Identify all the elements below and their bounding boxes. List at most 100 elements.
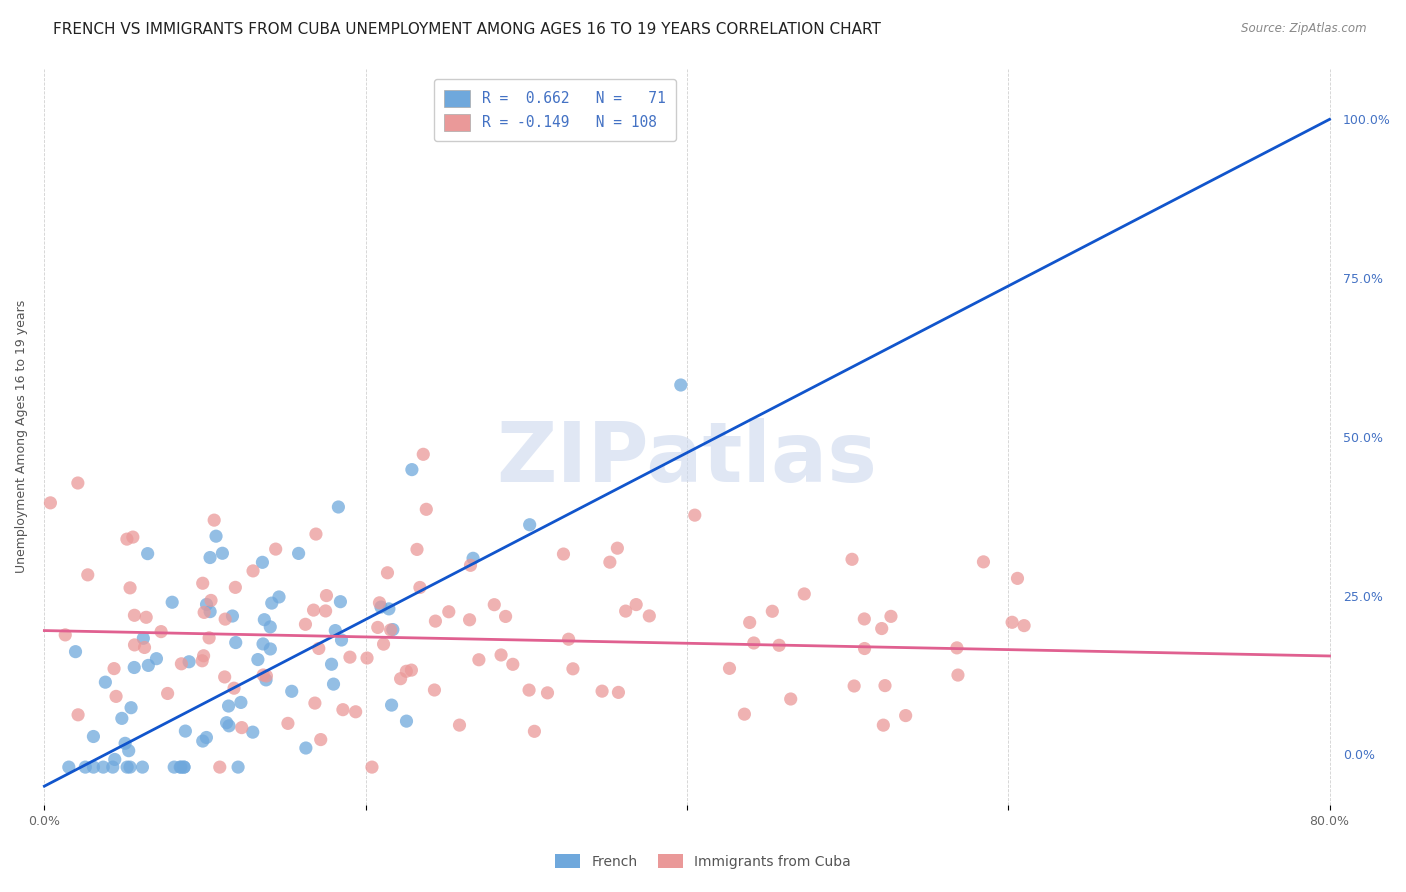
Point bbox=[853, 641, 876, 656]
Point bbox=[322, 677, 344, 691]
Point bbox=[738, 615, 761, 630]
Point bbox=[1001, 615, 1024, 630]
Point bbox=[946, 640, 969, 655]
Point bbox=[118, 744, 141, 758]
Point bbox=[104, 752, 127, 766]
Point bbox=[121, 530, 143, 544]
Point bbox=[768, 638, 790, 652]
Point bbox=[131, 760, 153, 774]
Point bbox=[198, 605, 221, 619]
Point bbox=[156, 686, 179, 700]
Point bbox=[380, 623, 402, 637]
Point bbox=[218, 699, 240, 714]
Point bbox=[191, 576, 214, 591]
Point bbox=[437, 605, 460, 619]
Point bbox=[380, 698, 402, 712]
Point bbox=[214, 612, 236, 626]
Point bbox=[115, 760, 138, 774]
Point bbox=[124, 638, 146, 652]
Point bbox=[458, 613, 481, 627]
Point bbox=[118, 760, 141, 774]
Point bbox=[105, 690, 128, 704]
Point bbox=[91, 760, 114, 774]
Point bbox=[215, 715, 238, 730]
Point bbox=[145, 651, 167, 665]
Point bbox=[870, 622, 893, 636]
Point bbox=[231, 721, 253, 735]
Point bbox=[367, 620, 389, 634]
Point bbox=[122, 660, 145, 674]
Point bbox=[124, 608, 146, 623]
Point bbox=[381, 623, 404, 637]
Point bbox=[304, 696, 326, 710]
Point bbox=[718, 661, 741, 675]
Point bbox=[321, 657, 343, 672]
Point bbox=[205, 529, 228, 543]
Point bbox=[218, 719, 240, 733]
Point bbox=[946, 668, 969, 682]
Point bbox=[259, 642, 281, 657]
Point bbox=[246, 652, 269, 666]
Point bbox=[252, 555, 274, 569]
Point bbox=[308, 641, 330, 656]
Point bbox=[75, 760, 97, 774]
Point bbox=[66, 475, 89, 490]
Point bbox=[841, 552, 863, 566]
Point bbox=[277, 716, 299, 731]
Point bbox=[252, 668, 274, 682]
Point bbox=[82, 730, 104, 744]
Point bbox=[221, 609, 243, 624]
Point bbox=[395, 714, 418, 728]
Point bbox=[195, 731, 218, 745]
Point bbox=[733, 707, 755, 722]
Point bbox=[315, 604, 337, 618]
Point bbox=[214, 670, 236, 684]
Point bbox=[425, 614, 447, 628]
Point bbox=[225, 635, 247, 649]
Point bbox=[519, 517, 541, 532]
Legend: R =  0.662   N =   71, R = -0.149   N = 108: R = 0.662 N = 71, R = -0.149 N = 108 bbox=[434, 79, 676, 141]
Text: FRENCH VS IMMIGRANTS FROM CUBA UNEMPLOYMENT AMONG AGES 16 TO 19 YEARS CORRELATIO: FRENCH VS IMMIGRANTS FROM CUBA UNEMPLOYM… bbox=[53, 22, 882, 37]
Point bbox=[401, 462, 423, 476]
Point bbox=[173, 760, 195, 774]
Point bbox=[222, 681, 245, 696]
Point bbox=[111, 711, 134, 725]
Point bbox=[136, 658, 159, 673]
Point bbox=[378, 602, 401, 616]
Point bbox=[599, 555, 621, 569]
Point bbox=[163, 760, 186, 774]
Point bbox=[195, 598, 218, 612]
Point bbox=[82, 760, 104, 774]
Point bbox=[267, 590, 290, 604]
Point bbox=[972, 555, 994, 569]
Point bbox=[170, 657, 193, 671]
Point bbox=[461, 551, 484, 566]
Point bbox=[406, 542, 429, 557]
Point bbox=[484, 598, 506, 612]
Point bbox=[873, 679, 896, 693]
Point bbox=[305, 527, 328, 541]
Point bbox=[536, 686, 558, 700]
Point bbox=[332, 703, 354, 717]
Point bbox=[368, 596, 391, 610]
Point bbox=[173, 760, 195, 774]
Point bbox=[242, 725, 264, 739]
Point bbox=[872, 718, 894, 732]
Point bbox=[58, 760, 80, 774]
Point bbox=[553, 547, 575, 561]
Point bbox=[561, 662, 583, 676]
Point bbox=[489, 648, 512, 662]
Point bbox=[229, 695, 252, 709]
Point bbox=[344, 705, 367, 719]
Point bbox=[742, 636, 765, 650]
Point bbox=[177, 655, 200, 669]
Point bbox=[329, 595, 352, 609]
Point bbox=[302, 603, 325, 617]
Point bbox=[294, 617, 316, 632]
Point bbox=[853, 612, 876, 626]
Point bbox=[401, 663, 423, 677]
Point bbox=[191, 734, 214, 748]
Legend: French, Immigrants from Cuba: French, Immigrants from Cuba bbox=[550, 848, 856, 874]
Point bbox=[264, 542, 287, 557]
Point bbox=[200, 593, 222, 607]
